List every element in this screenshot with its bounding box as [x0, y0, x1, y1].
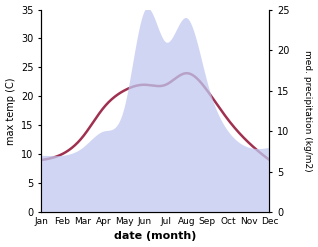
X-axis label: date (month): date (month) [114, 231, 197, 242]
Y-axis label: med. precipitation (kg/m2): med. precipitation (kg/m2) [303, 50, 313, 172]
Y-axis label: max temp (C): max temp (C) [5, 77, 16, 144]
